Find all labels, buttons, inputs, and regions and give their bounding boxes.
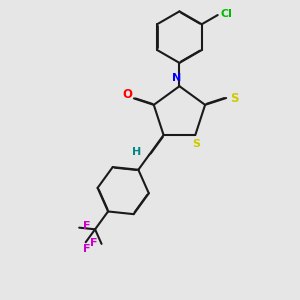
Text: F: F bbox=[83, 221, 90, 231]
Text: F: F bbox=[90, 238, 98, 248]
Text: O: O bbox=[123, 88, 133, 101]
Text: N: N bbox=[172, 74, 182, 83]
Text: S: S bbox=[193, 140, 200, 149]
Text: F: F bbox=[83, 244, 91, 254]
Text: Cl: Cl bbox=[220, 9, 232, 19]
Text: S: S bbox=[230, 92, 239, 104]
Text: H: H bbox=[132, 147, 142, 158]
